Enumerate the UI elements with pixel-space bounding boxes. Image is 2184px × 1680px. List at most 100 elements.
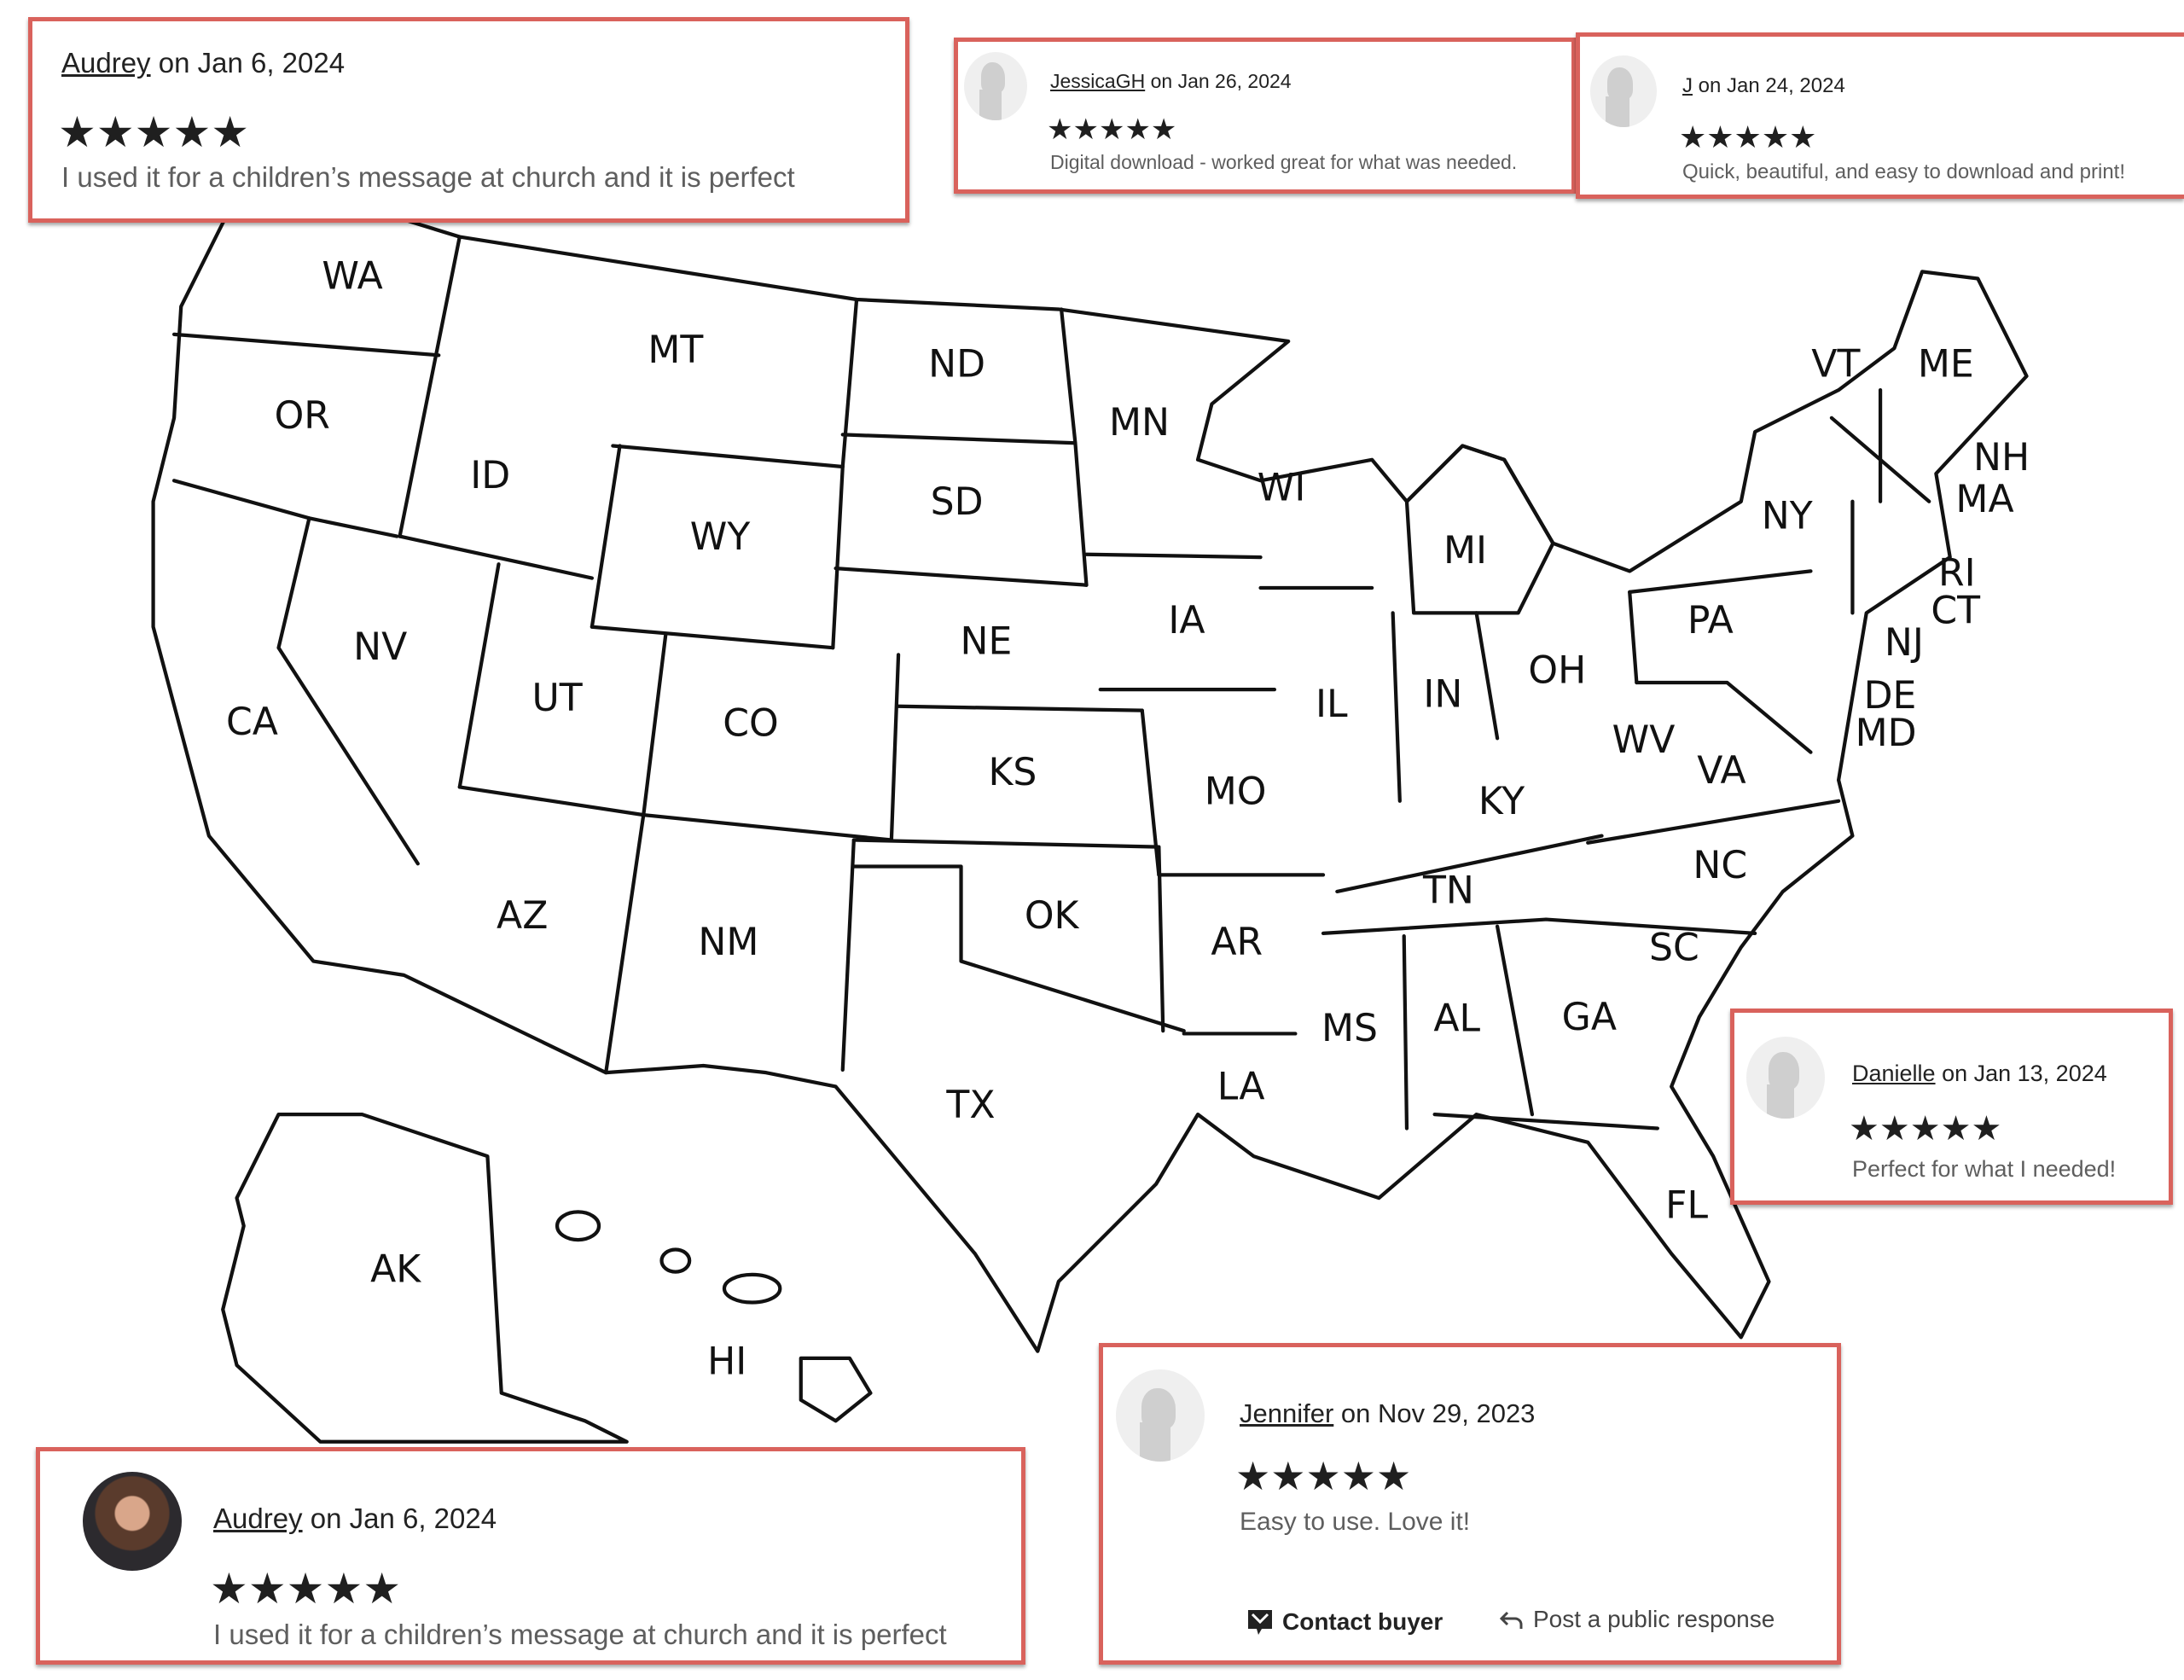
state-label-nh: NH [1973,436,2030,480]
state-label-ok: OK [1025,894,1080,938]
state-label-ms: MS [1321,1007,1378,1050]
state-label-id: ID [470,454,510,497]
state-border [398,235,462,538]
state-label-fl: FL [1665,1184,1708,1228]
state-border [840,838,856,1073]
avatar-photo [83,1472,182,1571]
state-label-va: VA [1697,749,1746,793]
state-label-mt: MT [648,328,704,372]
contact-buyer-button[interactable]: Contact buyer [1246,1607,1443,1636]
state-label-co: CO [723,702,778,746]
state-border [590,444,622,629]
state-label-mo: MO [1205,770,1267,814]
state-border [1628,590,1639,685]
star-rating: ★★★★★ [210,1565,402,1613]
state-border [1544,917,1757,936]
reviewer-name-link[interactable]: JessicaGH [1050,70,1146,92]
state-border [1140,708,1161,877]
state-border [171,332,441,358]
state-label-ga: GA [1562,996,1617,1039]
state-label-ak: AK [370,1248,421,1292]
post-response-label: Post a public response [1533,1606,1775,1632]
state-border [1073,441,1089,587]
state-label-ri: RI [1938,551,1976,595]
review-date: on Jan 13, 2024 [1942,1061,2107,1086]
state-label-ut: UT [531,677,583,720]
state-border [1335,834,1604,894]
star-rating: ★★★★★ [58,108,250,156]
state-label-al: AL [1433,997,1480,1041]
review-date: on Jan 26, 2024 [1150,70,1292,92]
state-label-hi: HI [707,1340,746,1383]
state-label-la: LA [1217,1066,1265,1109]
state-border [457,785,646,817]
state-label-de: DE [1864,674,1917,718]
state-label-ar: AR [1211,921,1263,964]
state-label-ny: NY [1762,494,1814,538]
state-border [398,534,594,580]
review-text: Digital download - worked great for what… [1050,151,1518,173]
state-label-nd: ND [928,342,985,386]
state-label-nc: NC [1693,844,1747,887]
state-label-nm: NM [698,921,758,964]
contiguous-us-outline [151,206,2029,1353]
state-label-wi: WI [1258,467,1306,510]
state-border [831,464,845,650]
review-text: Quick, beautiful, and easy to download a… [1682,160,2125,183]
review-date: on Jan 24, 2024 [1698,74,1845,97]
state-border [1474,611,1500,741]
state-border [1059,307,1077,445]
review-card: J on Jan 24, 2024 ★★★★★ Quick, beautiful… [1576,32,2184,199]
reviewer-name-link[interactable]: Jennifer [1240,1398,1334,1428]
state-label-sc: SC [1649,926,1699,969]
post-public-response-button[interactable]: Post a public response [1499,1607,1774,1631]
state-label-az: AZ [497,894,548,938]
state-border [1586,799,1841,845]
state-border [590,625,835,650]
review-date: on Jan 6, 2024 [158,47,346,78]
state-label-wv: WV [1612,718,1676,762]
state-label-ia: IA [1168,599,1205,642]
review-date: on Jan 6, 2024 [310,1503,497,1534]
review-card: JessicaGH on Jan 26, 2024 ★★★★★ Digital … [954,38,1576,194]
alaska-outline [221,1113,629,1444]
reviewer-name-link[interactable]: Audrey [61,47,151,78]
state-label-oh: OH [1528,649,1586,693]
state-label-in: IN [1423,672,1462,716]
state-border [889,653,901,842]
reviewer-name-link[interactable]: Audrey [213,1503,303,1534]
review-card: Audrey on Jan 6, 2024 ★★★★★ I used it fo… [28,17,909,223]
state-border [1084,552,1263,560]
review-card: Danielle on Jan 13, 2024 ★★★★★ Perfect f… [1730,1009,2173,1205]
state-border [840,297,859,469]
reviewer-name-link[interactable]: J [1682,74,1693,97]
star-rating: ★★★★★ [1849,1110,2002,1148]
avatar [1746,1037,1825,1119]
state-label-tn: TN [1422,869,1474,913]
state-label-ky: KY [1478,780,1525,823]
avatar [964,52,1027,120]
message-icon [1248,1610,1272,1635]
state-border [851,838,1161,849]
state-border [276,516,420,866]
state-label-ct: CT [1931,589,1981,632]
reviewer-name-link[interactable]: Danielle [1852,1061,1936,1086]
state-label-wa: WA [322,255,382,299]
state-label-nv: NV [353,625,407,669]
state-border [171,479,399,538]
state-label-or: OR [275,394,330,438]
state-border [1391,611,1402,803]
state-border [896,704,1144,712]
state-border [642,631,668,817]
review-text: Easy to use. Love it! [1240,1508,1471,1536]
state-border [834,567,1089,587]
state-label-me: ME [1918,342,1974,386]
state-border [1495,924,1535,1117]
state-label-mi: MI [1443,529,1487,573]
state-border [611,444,845,469]
state-label-ne: NE [961,619,1013,663]
state-label-wy: WY [690,515,752,559]
state-border [840,433,1077,445]
star-rating: ★★★★★ [1679,119,1817,154]
